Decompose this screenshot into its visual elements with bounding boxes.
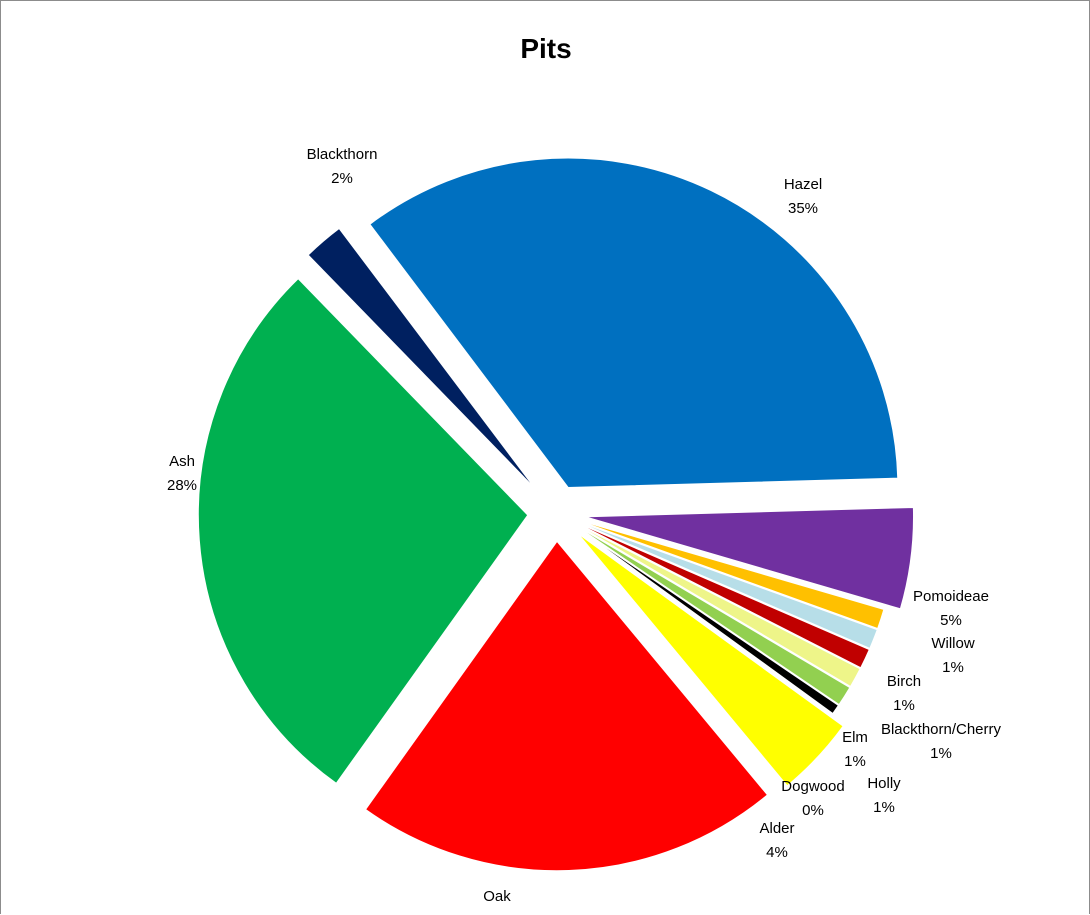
slice-label-holly: Holly 1% [867, 775, 901, 816]
slice-label-dogwood: Dogwood 0% [781, 778, 844, 819]
slice-elm [566, 518, 862, 688]
slice-oak [364, 539, 769, 872]
slice-ash [197, 277, 530, 785]
slice-birch [566, 516, 879, 650]
slice-label-blackthorn: Blackthorn 2% [307, 146, 378, 187]
chart-title: Pits [520, 33, 572, 64]
slice-blackthorn-cherry [566, 517, 871, 670]
slice-label-pomoideae: Pomoideae 5% [913, 588, 989, 629]
slice-alder [575, 531, 845, 788]
slice-label-oak: Oak21% [482, 888, 512, 915]
slice-label-blackthorn-cherry: Blackthorn/Cherry 1% [881, 721, 1002, 762]
slice-label-birch: Birch 1% [887, 673, 921, 714]
slice-blackthorn [306, 227, 539, 493]
slice-label-willow: Willow 1% [931, 635, 974, 676]
slice-label-hazel: Hazel 35% [784, 176, 822, 217]
slice-labels: Hazel 35% Pomoideae 5% Willow 1% Birch 1% Blackt… [167, 146, 1002, 915]
slice-label-elm: Elm 1% [842, 729, 868, 770]
slice-dogwood [565, 519, 840, 715]
slice-label-alder: Alder 4% [759, 820, 794, 861]
slice-hazel [368, 157, 899, 489]
slice-willow [567, 516, 886, 630]
slice-pomoideae [583, 506, 915, 611]
slice-label-ash: Ash 28% [167, 453, 197, 494]
pie-slices [197, 157, 915, 872]
